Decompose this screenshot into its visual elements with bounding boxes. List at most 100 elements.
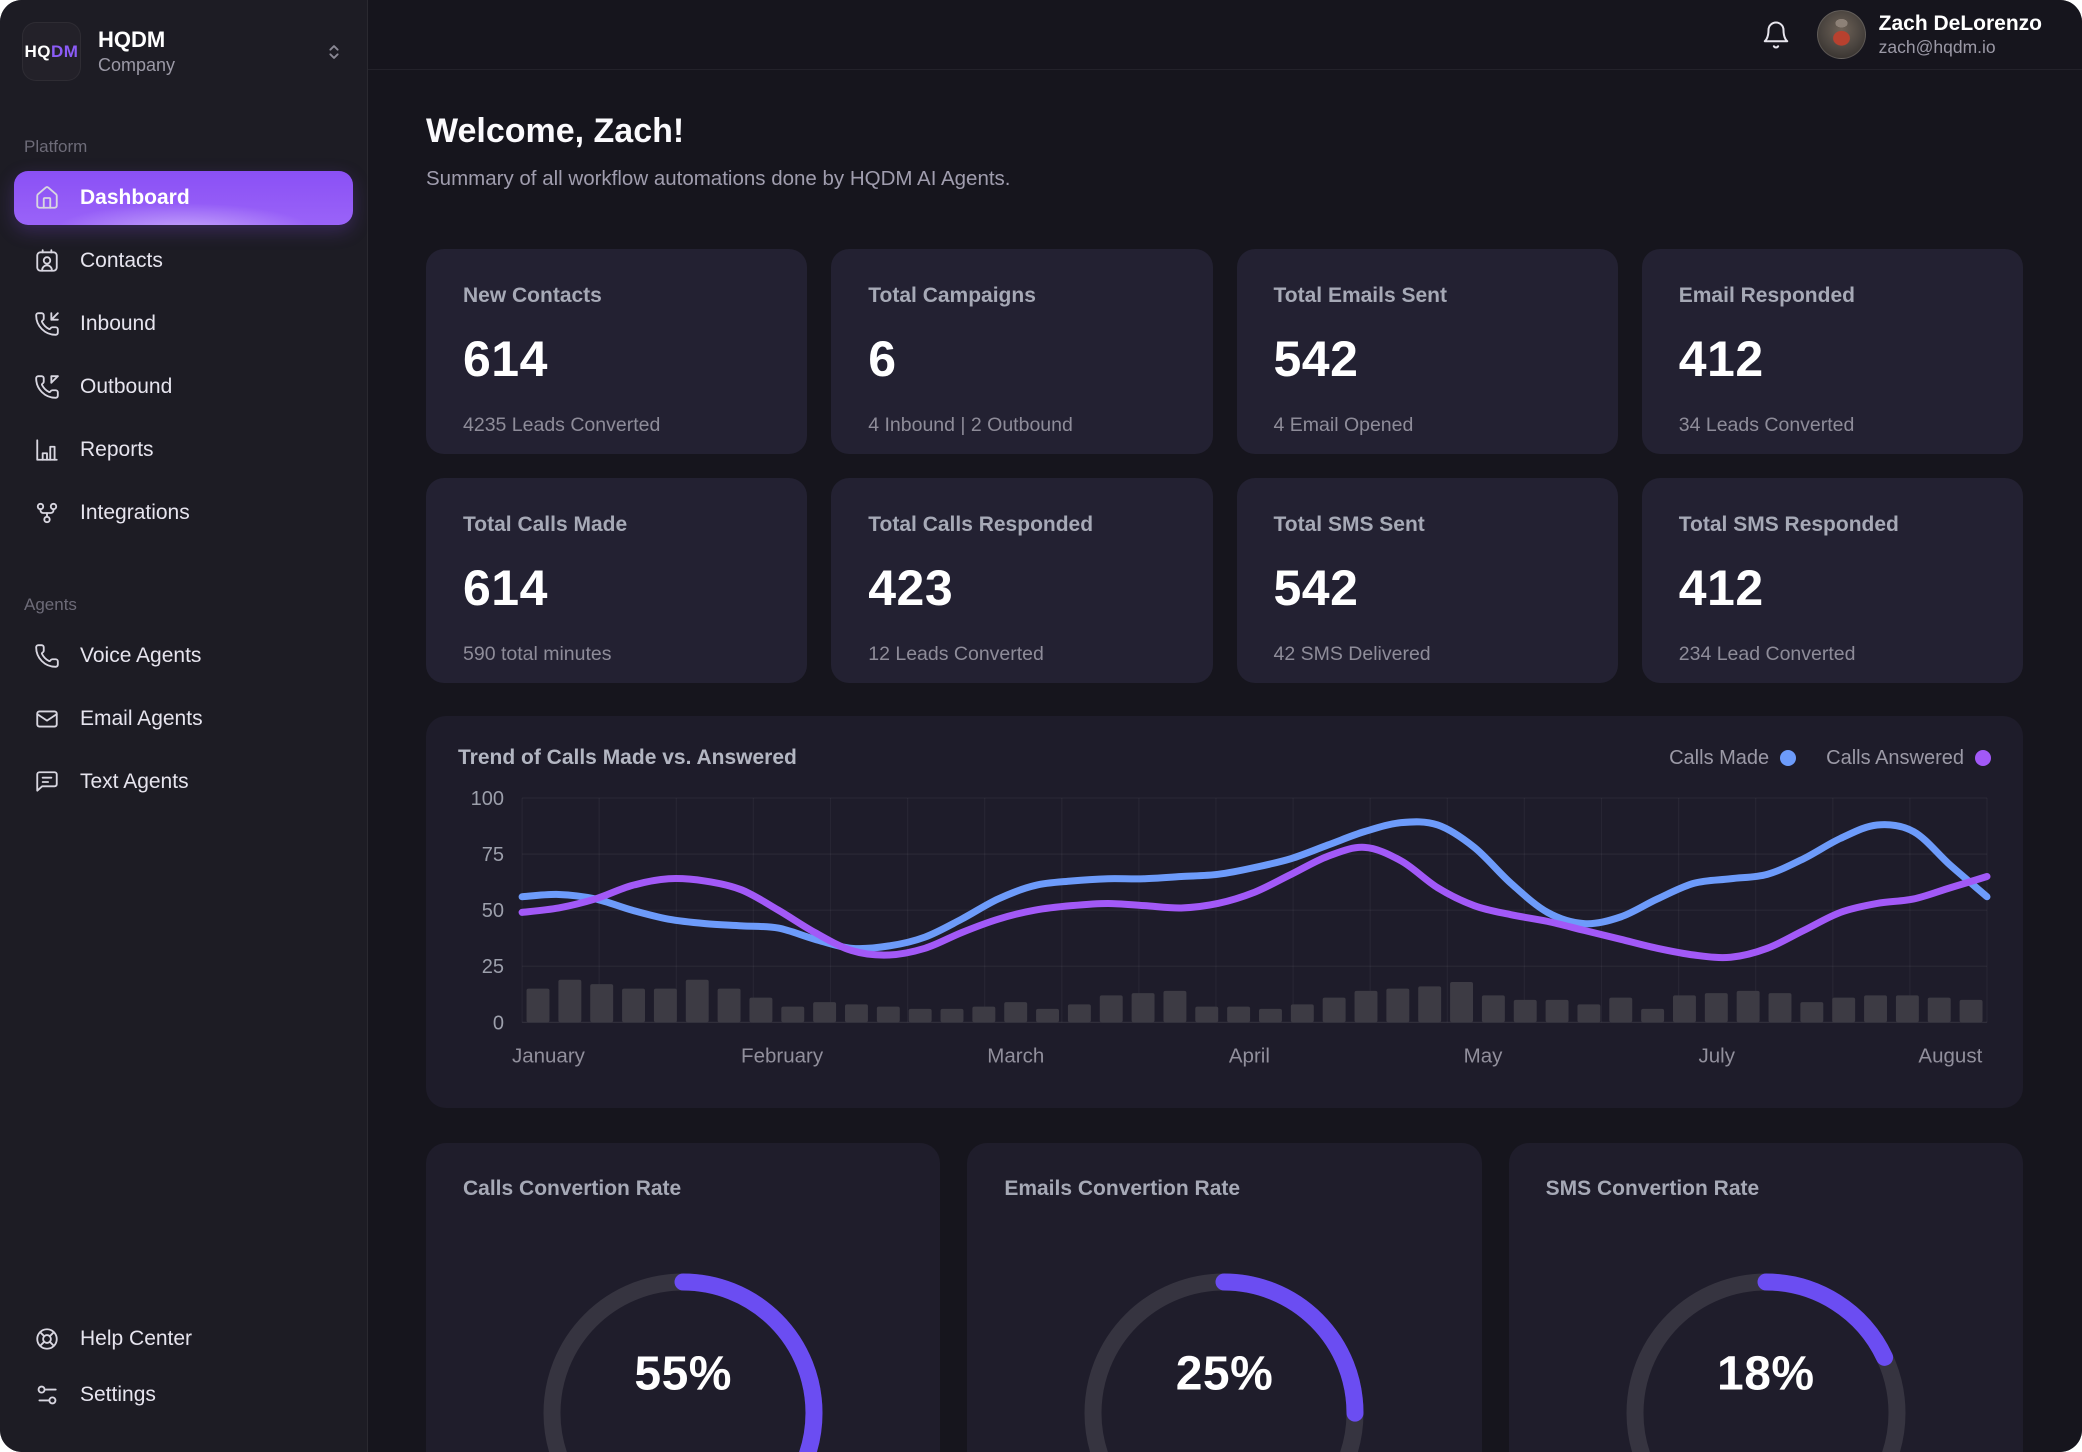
sidebar-item-reports[interactable]: Reports [14,423,353,477]
volume-bar [622,988,646,1023]
x-axis-label: March [987,1044,1044,1067]
volume-bar [1354,990,1378,1023]
volume-bar [1067,1004,1091,1023]
sidebar-section-label: Agents [24,595,77,614]
sidebar: HQ DM HQDM Company Platform Dashboard Con… [0,0,368,1452]
stat-title: Total Calls Made [463,513,628,536]
sidebar-item-label: Outbound [80,375,173,398]
stat-subtext: 590 total minutes [463,643,612,665]
volume-bar [1099,995,1123,1023]
legend-item-calls-made[interactable]: Calls Made [1669,747,1797,770]
x-axis-label: May [1464,1044,1503,1067]
sidebar-item-text-agents[interactable]: Text Agents [14,755,353,809]
mail-icon [34,706,60,732]
volume-bar [1450,981,1474,1023]
brand-logo-text-secondary: DM [51,41,79,61]
volume-bar [526,988,550,1023]
trend-chart-plot: 0 25 50 75 100 January February March April May Ju… [458,782,1991,1082]
sidebar-item-label: Text Agents [80,770,189,793]
stat-title: Total Calls Responded [868,513,1094,536]
volume-bar [781,1006,805,1023]
org-subtitle: Company [98,54,176,75]
stat-title: Total SMS Sent [1273,513,1425,536]
user-email: zach@hqdm.io [1878,37,1996,57]
user-menu[interactable]: Zach DeLorenzo zach@hqdm.io [1816,10,2042,59]
calls-answered-line [518,843,1991,962]
sidebar-item-inbound[interactable]: Inbound [14,297,353,351]
org-switcher[interactable]: HQ DM HQDM Company [14,16,353,87]
trend-chart-legend: Calls Made Calls Answered [1669,747,1991,770]
sidebar-section-label: Platform [24,137,88,156]
volume-bar [1322,997,1346,1023]
gauge-donut: 18% [1616,1263,1916,1452]
stat-title: Total SMS Responded [1678,513,1899,536]
gauge-percent-label: 25% [1175,1347,1274,1401]
gauge-card-calls-convertion-rate: Calls Convertion Rate 55% [426,1143,941,1452]
phone-incoming-icon [34,311,60,337]
volume-bar [685,979,709,1023]
brand-logo: HQ DM [22,22,81,81]
stat-card-total-calls-made: Total Calls Made 614 590 total minutes [426,478,808,683]
sidebar-item-outbound[interactable]: Outbound [14,360,353,414]
legend-item-calls-answered[interactable]: Calls Answered [1826,747,1991,770]
gauge-percent-label: 18% [1717,1347,1815,1401]
sidebar-item-label: Inbound [80,312,156,335]
phone-icon [34,643,60,669]
sidebar-item-voice-agents[interactable]: Voice Agents [14,629,353,683]
x-axis-label: August [1918,1044,1982,1067]
stat-value: 542 [1273,331,1359,387]
gauge-donut: 55% [533,1263,833,1452]
stat-value: 6 [868,331,897,387]
sidebar-item-label: Dashboard [80,186,190,209]
volume-bar [908,1008,932,1023]
y-axis-tick: 25 [482,956,504,978]
sidebar-item-settings[interactable]: Settings [14,1370,353,1420]
stat-title: Email Responded [1678,284,1855,307]
y-axis-tick: 100 [471,788,504,810]
volume-bar [1227,1006,1251,1023]
stat-card-total-emails-sent: Total Emails Sent 542 4 Email Opened [1236,249,1618,454]
gauge-progress-ring [1084,1273,1364,1452]
stat-subtext: 12 Leads Converted [868,643,1044,665]
stat-subtext: 4 Inbound | 2 Outbound [868,414,1073,436]
gauge-progress-ring [1626,1273,1906,1452]
org-name: HQDM [98,26,166,52]
sidebar-section-items: Voice Agents Email Agents Text Agents [14,629,353,818]
sidebar-item-label: Voice Agents [80,644,202,667]
volume-bar [1672,995,1696,1023]
gauge-ring-svg [1084,1273,1364,1452]
gauge-ring-svg [1626,1273,1906,1452]
legend-dot-blue [1780,750,1797,766]
volume-bar [1036,1008,1060,1023]
stat-card-total-campaigns: Total Campaigns 6 4 Inbound | 2 Outbound [831,249,1213,454]
stat-value: 423 [868,560,954,616]
sidebar-item-email-agents[interactable]: Email Agents [14,692,353,746]
sidebar-item-integrations[interactable]: Integrations [14,486,353,540]
x-axis-label: July [1698,1044,1735,1067]
stat-subtext: 4 Email Opened [1273,414,1414,436]
volume-bar [1004,1002,1028,1023]
volume-bar [1800,1002,1824,1023]
top-bar: Zach DeLorenzo zach@hqdm.io [368,0,2082,70]
sidebar-item-contacts[interactable]: Contacts [14,234,353,288]
volume-bar [1195,1006,1219,1023]
volume-bar [1768,993,1792,1023]
sidebar-nav: Platform Dashboard Contacts Inbound Outb… [14,87,353,818]
sidebar-item-dashboard[interactable]: Dashboard [14,171,353,225]
stat-value: 542 [1273,560,1359,616]
volume-bar [1513,999,1537,1023]
stat-title: New Contacts [463,284,602,307]
trend-chart-title: Trend of Calls Made vs. Answered [458,746,797,769]
bell-icon[interactable] [1761,20,1791,50]
volume-bar [1704,993,1728,1023]
main-area: Zach DeLorenzo zach@hqdm.io Welcome, Zac… [368,0,2082,1452]
sidebar-item-help-center[interactable]: Help Center [14,1314,353,1364]
stat-value: 412 [1678,331,1764,387]
calls-made-line [518,818,1991,953]
stat-card-total-calls-responded: Total Calls Responded 423 12 Leads Conve… [831,478,1213,683]
volume-bar [590,984,614,1023]
stat-card-email-responded: Email Responded 412 34 Leads Converted [1641,249,2023,454]
stat-subtext: 4235 Leads Converted [463,414,661,436]
dashboard-content: Welcome, Zach! Summary of all workflow a… [368,70,2082,1452]
volume-bar [1131,993,1155,1023]
